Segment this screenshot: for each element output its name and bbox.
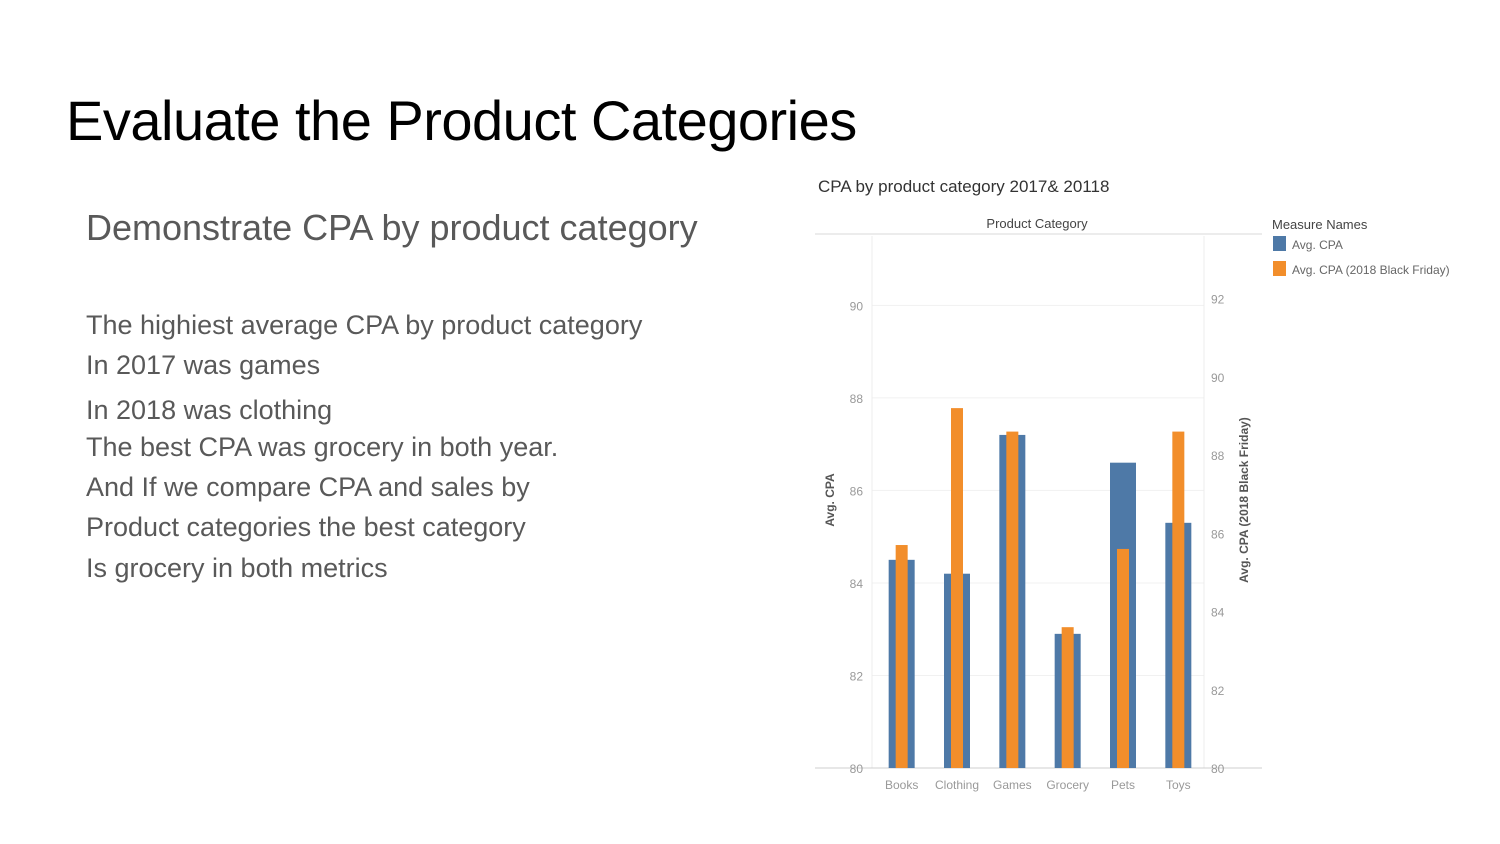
category-label-games: Games [993,778,1032,792]
bar-black-friday-grocery [1061,627,1074,768]
bar-black-friday-toys [1172,431,1185,768]
chart-title: CPA by product category 2017& 20118 [818,177,1109,196]
slide-subtitle: Demonstrate CPA by product category [86,207,698,248]
column-header: Product Category [986,216,1088,231]
right-tick-label: 92 [1211,293,1225,307]
left-tick-label: 82 [850,669,864,683]
right-tick-label: 86 [1211,527,1225,541]
category-label-toys: Toys [1166,778,1191,792]
cpa-chart-svg: CPA by product category 2017& 20118 Prod… [815,177,1450,792]
category-label-pets: Pets [1111,778,1135,792]
grid-layer [872,304,1204,676]
left-tick-label: 86 [850,484,864,498]
left-tick-label: 88 [850,392,864,406]
legend-title: Measure Names [1272,217,1368,232]
left-tick-labels: 80 82 84 86 88 90 [850,299,864,776]
right-tick-labels: 80 82 84 86 88 90 92 [1211,293,1225,776]
category-label-grocery: Grocery [1046,778,1089,792]
right-tick-label: 90 [1211,371,1225,385]
category-labels: Books Clothing Games Grocery Pets Toys [885,778,1191,792]
cpa-chart: CPA by product category 2017& 20118 Prod… [806,168,1466,808]
left-tick-label: 80 [850,762,864,776]
body-line: Is grocery in both metrics [86,553,388,583]
right-axis-label: Avg. CPA (2018 Black Friday) [1237,417,1251,583]
legend-swatch-black-friday [1273,261,1286,276]
category-label-books: Books [885,778,918,792]
left-tick-label: 84 [850,577,864,591]
bar-black-friday-clothing [951,408,963,768]
body-line: And If we compare CPA and sales by [86,472,530,502]
bar-black-friday-games [1006,431,1019,768]
bars [888,408,1192,768]
legend-label-avg-cpa: Avg. CPA [1292,238,1343,252]
body-line: In 2018 was clothing [86,395,333,425]
category-label-clothing: Clothing [935,778,979,792]
legend: Measure Names Avg. CPA Avg. CPA (2018 Bl… [1272,217,1450,277]
legend-label-black-friday: Avg. CPA (2018 Black Friday) [1292,263,1450,277]
body-line: The best CPA was grocery in both year. [86,432,559,462]
left-tick-label: 90 [850,299,864,313]
body-line: Product categories the best category [86,512,526,542]
legend-swatch-avg-cpa [1273,236,1286,251]
body-line: In 2017 was games [86,350,321,380]
right-tick-label: 80 [1211,762,1225,776]
bar-black-friday-books [895,545,908,768]
left-axis-label: Avg. CPA [823,473,837,527]
right-tick-label: 88 [1211,449,1225,463]
bar-black-friday-pets [1117,548,1129,768]
right-tick-label: 84 [1211,606,1225,620]
body-line: The highiest average CPA by product cate… [86,310,643,340]
slide-title: Evaluate the Product Categories [66,89,857,152]
right-tick-label: 82 [1211,684,1225,698]
